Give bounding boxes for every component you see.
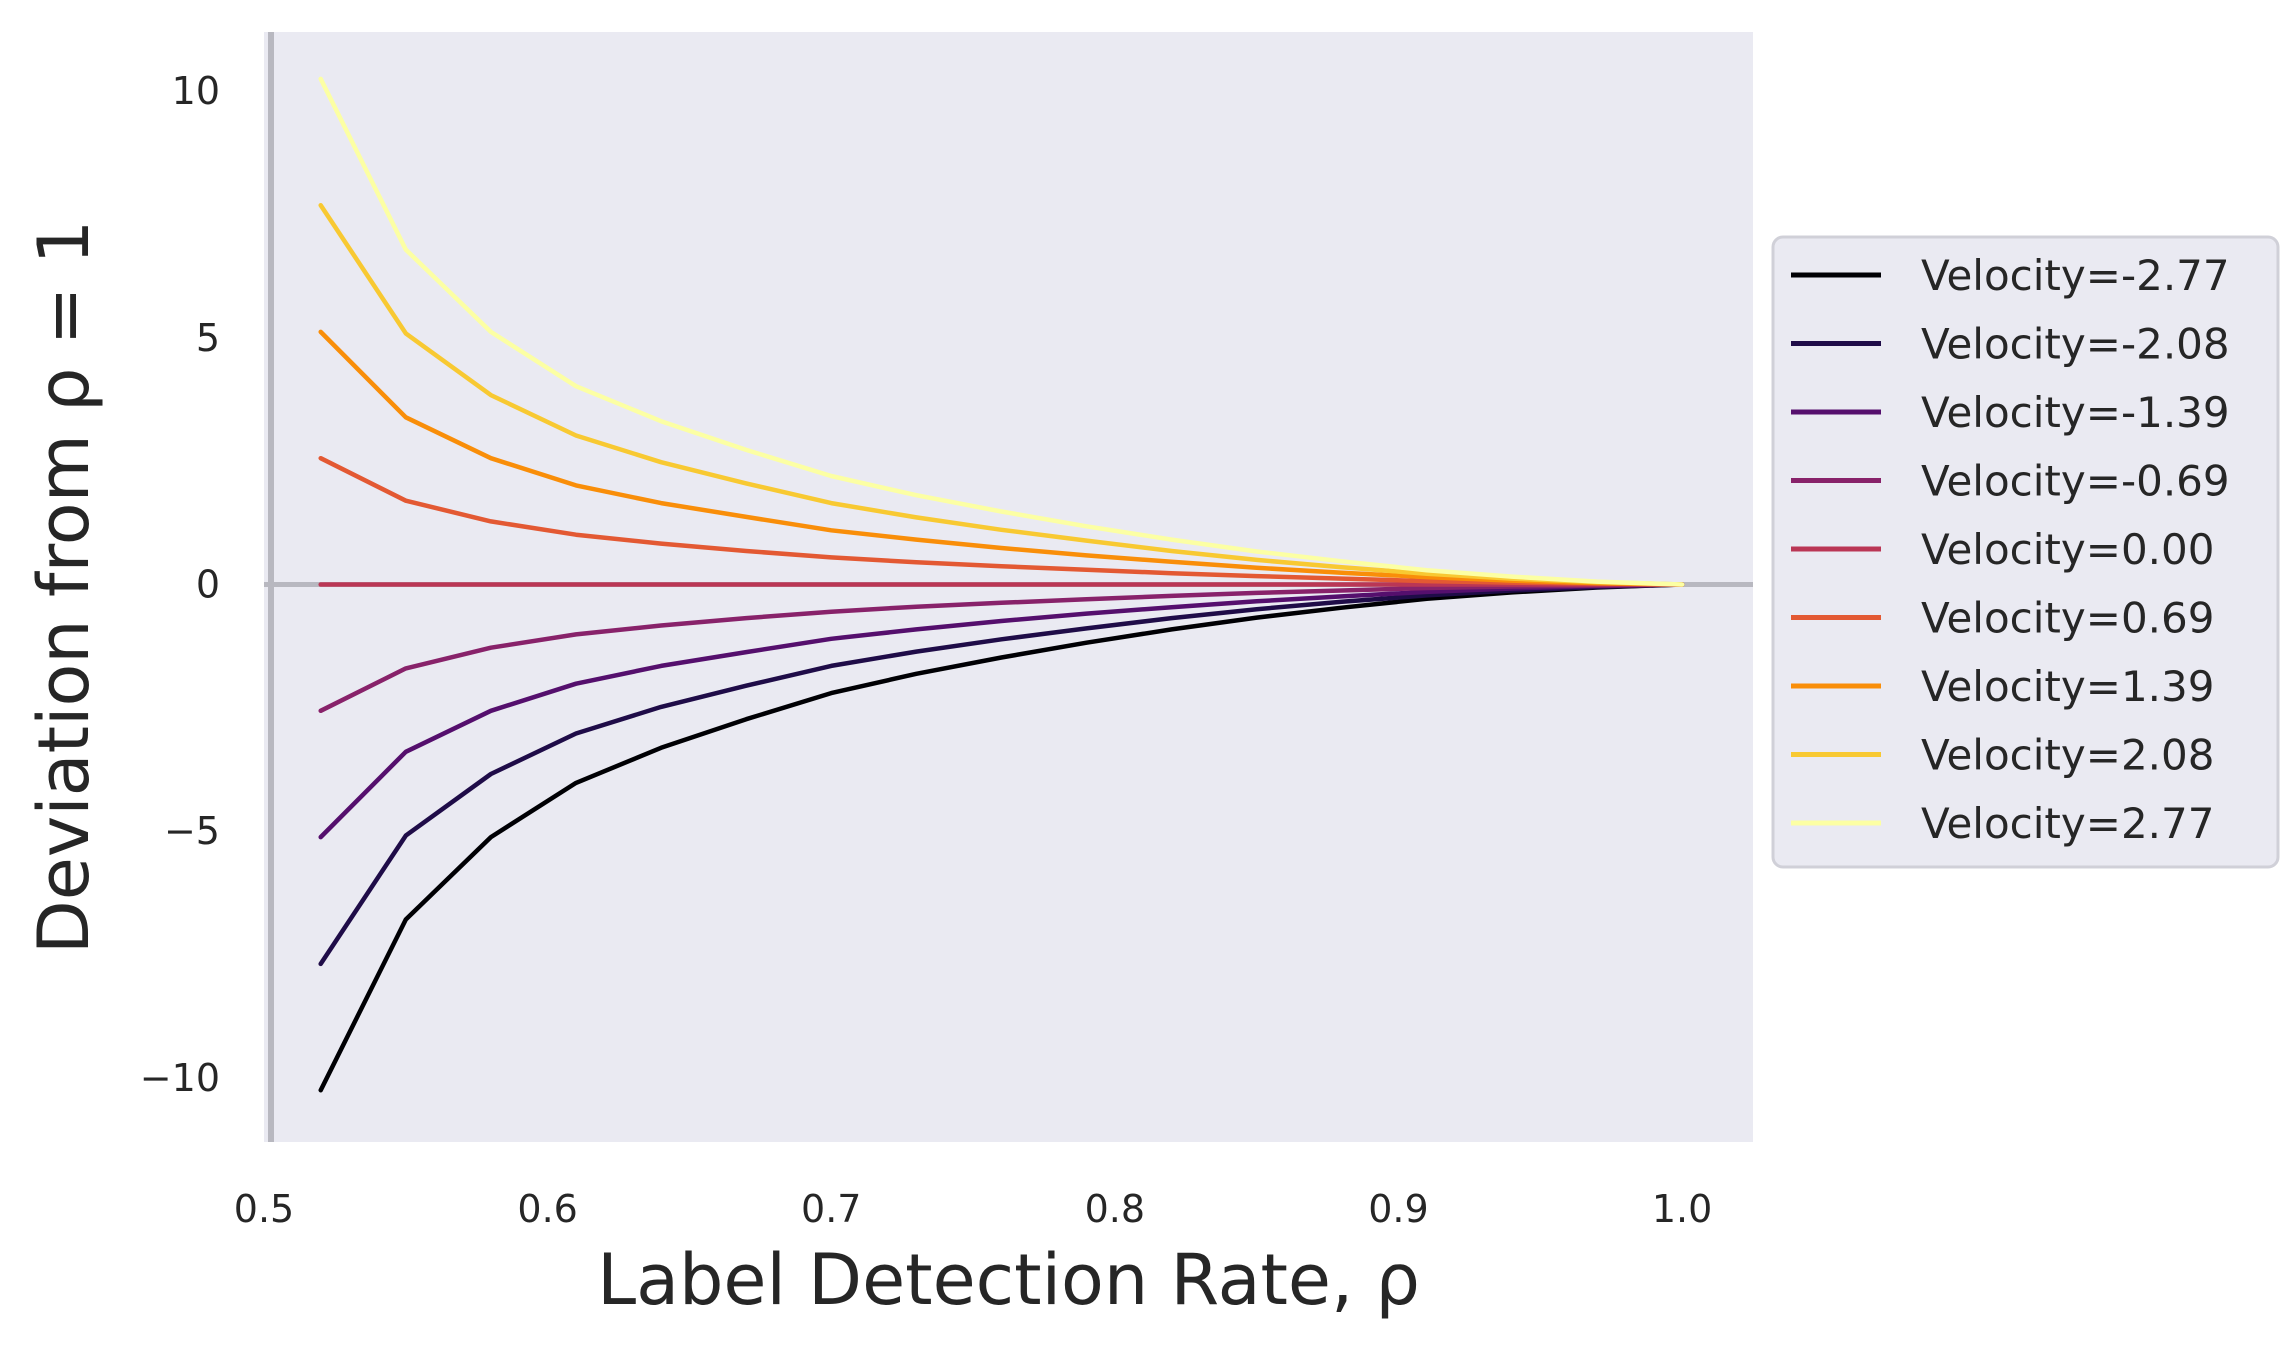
x-axis-title: Label Detection Rate, ρ [597,1239,1420,1321]
x-tick-label: 0.9 [1368,1187,1428,1231]
x-tick-label: 1.0 [1652,1187,1712,1231]
legend-box [1771,235,2280,869]
series-line-3 [318,582,1685,714]
y-tick-label: −5 [164,809,220,853]
legend: Velocity=-2.77 Velocity=-2.08 Velocity=-1.… [1771,235,2280,869]
series-lines [318,76,1685,1093]
legend-entry: Velocity=0.00 [1921,525,2214,574]
x-axis-ticks: 0.5 0.6 0.7 0.8 0.9 1.0 [234,1187,1713,1231]
series-line-8 [318,76,1685,587]
legend-entry: Velocity=-1.39 [1921,388,2230,437]
legend-entry: Velocity=0.69 [1921,594,2214,643]
y-tick-label: −10 [140,1056,220,1100]
series-line-0 [318,582,1685,1093]
series-line-2 [318,582,1685,840]
y-tick-label: 5 [196,316,220,360]
legend-entry: Velocity=-2.77 [1921,251,2230,300]
series-line-7 [318,202,1685,587]
x-tick-label: 0.7 [801,1187,861,1231]
y-axis-title: Deviation from ρ = 1 [23,220,105,954]
x-tick-label: 0.6 [517,1187,577,1231]
series-line-6 [318,329,1685,587]
legend-entry: Velocity=2.77 [1921,799,2214,848]
y-axis-ticks: −10 −5 0 5 10 [140,69,220,1100]
legend-entry: Velocity=2.08 [1921,731,2214,780]
y-tick-label: 0 [196,563,220,607]
x-tick-label: 0.8 [1085,1187,1145,1231]
series-line-5 [318,455,1685,587]
x-tick-label: 0.5 [234,1187,294,1231]
y-tick-label: 10 [172,69,220,113]
legend-entry: Velocity=1.39 [1921,662,2214,711]
legend-entry: Velocity=-0.69 [1921,457,2230,506]
legend-entry: Velocity=-2.08 [1921,320,2230,369]
series-line-1 [318,582,1685,967]
